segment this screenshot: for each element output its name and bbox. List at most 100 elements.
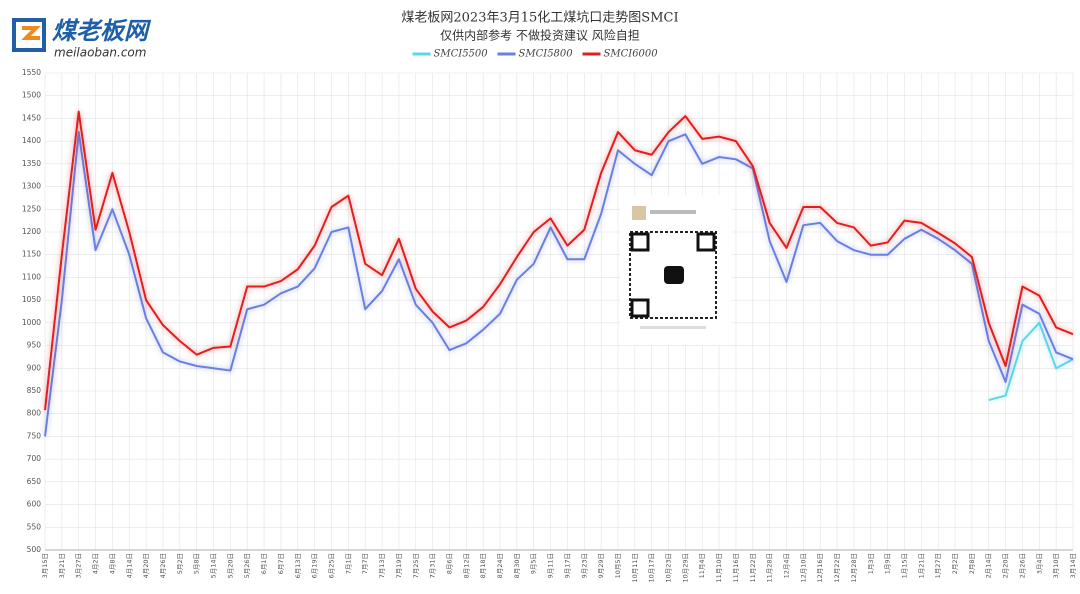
y-tick-label: 1300 bbox=[22, 182, 41, 191]
qr-finder bbox=[630, 298, 650, 318]
x-tick-label: 3月27日 bbox=[75, 553, 83, 578]
x-tick-label: 2月26日 bbox=[1018, 553, 1026, 578]
x-tick-label: 7月13日 bbox=[378, 553, 386, 578]
y-tick-label: 950 bbox=[27, 341, 42, 350]
y-tick-label: 1050 bbox=[22, 295, 41, 304]
chart-title: 煤老板网2023年3月15化工煤坑口走势图SMCI bbox=[401, 10, 678, 26]
x-tick-label: 6月19日 bbox=[311, 553, 319, 578]
x-tick-label: 1月9日 bbox=[884, 553, 892, 574]
series-line bbox=[44, 131, 1074, 437]
x-tick-label: 8月24日 bbox=[496, 553, 504, 578]
x-tick-label: 3月10日 bbox=[1052, 553, 1060, 578]
x-tick-label: 9月17日 bbox=[563, 553, 571, 578]
y-tick-label: 1400 bbox=[22, 136, 41, 145]
x-tick-label: 12月10日 bbox=[799, 553, 807, 583]
y-tick-label: 850 bbox=[27, 386, 42, 395]
chart-subtitle: 仅供内部参考 不做投资建议 风险自担 bbox=[440, 28, 640, 43]
x-tick-label: 7月25日 bbox=[412, 553, 420, 578]
x-tick-label: 11月16日 bbox=[732, 553, 740, 583]
legend-label: SMCI5500 bbox=[434, 49, 489, 60]
x-tick-label: 5月14日 bbox=[210, 553, 218, 578]
logo-icon-mark bbox=[21, 26, 41, 40]
x-tick-label: 7月1日 bbox=[344, 553, 352, 574]
y-tick-label: 1450 bbox=[22, 113, 41, 122]
x-tick-label: 10月11日 bbox=[631, 553, 639, 583]
logo-name: 煤老板网 bbox=[52, 17, 152, 45]
qr-caption bbox=[650, 210, 696, 214]
y-tick-label: 1000 bbox=[22, 318, 41, 327]
legend-label: SMCI6000 bbox=[604, 49, 659, 60]
x-tick-label: 6月7日 bbox=[277, 553, 285, 574]
x-tick-label: 6月1日 bbox=[260, 553, 268, 574]
x-tick-label: 7月19日 bbox=[395, 553, 403, 578]
x-tick-label: 11月4日 bbox=[698, 553, 706, 578]
qr-center bbox=[664, 266, 684, 284]
x-tick-label: 2月2日 bbox=[951, 553, 959, 574]
x-tick-label: 12月28日 bbox=[850, 553, 858, 583]
x-tick-label: 2月8日 bbox=[968, 553, 976, 574]
plot-area: 500 550 600 650 700 750 800 850 900 950 1000 1050 11… bbox=[22, 68, 1077, 583]
x-tick-label: 7月31日 bbox=[429, 553, 437, 578]
qr-footer bbox=[640, 326, 706, 329]
x-tick-label: 2月20日 bbox=[1002, 553, 1010, 578]
y-tick-label: 500 bbox=[27, 545, 42, 554]
y-tick-label: 1350 bbox=[22, 159, 41, 168]
y-tick-label: 1250 bbox=[22, 204, 41, 213]
y-tick-label: 1150 bbox=[22, 250, 41, 259]
y-tick-label: 750 bbox=[27, 431, 42, 440]
x-tick-label: 12月22日 bbox=[833, 553, 841, 583]
x-tick-label: 12月16日 bbox=[816, 553, 824, 583]
y-tick-label: 650 bbox=[27, 477, 42, 486]
logo-icon bbox=[12, 18, 46, 52]
x-tick-label: 10月17日 bbox=[648, 553, 656, 583]
x-tick-label: 9月5日 bbox=[530, 553, 538, 574]
qr-finder bbox=[630, 232, 650, 252]
x-tick-label: 8月12日 bbox=[462, 553, 470, 578]
y-tick-label: 1500 bbox=[22, 91, 41, 100]
x-tick-label: 4月8日 bbox=[108, 553, 116, 574]
x-tick-label: 10月5日 bbox=[614, 553, 622, 578]
x-tick-label: 11月10日 bbox=[715, 553, 723, 583]
y-tick-label: 700 bbox=[27, 454, 42, 463]
x-tick-label: 3月15日 bbox=[41, 553, 49, 578]
y-tick-label: 900 bbox=[27, 363, 42, 372]
x-tick-label: 5月8日 bbox=[193, 553, 201, 574]
x-tick-label: 12月4日 bbox=[783, 553, 791, 578]
y-tick-label: 1200 bbox=[22, 227, 41, 236]
series-line bbox=[988, 321, 1074, 402]
x-tick-label: 9月11日 bbox=[547, 553, 555, 578]
x-tick-label: 4月26日 bbox=[159, 553, 167, 578]
x-tick-label: 4月14日 bbox=[125, 553, 133, 578]
x-tick-label: 11月22日 bbox=[749, 553, 757, 583]
x-tick-label: 8月18日 bbox=[479, 553, 487, 578]
x-tick-label: 3月4日 bbox=[1035, 553, 1043, 574]
legend-label: SMCI5800 bbox=[519, 49, 574, 60]
x-tick-label: 1月15日 bbox=[900, 553, 908, 578]
y-tick-label: 1550 bbox=[22, 68, 41, 77]
x-tick-label: 5月26日 bbox=[243, 553, 251, 578]
x-tick-label: 1月27日 bbox=[934, 553, 942, 578]
series-line bbox=[44, 110, 1074, 411]
x-tick-label: 1月21日 bbox=[917, 553, 925, 578]
x-tick-label: 7月7日 bbox=[361, 553, 369, 574]
x-tick-label: 5月20日 bbox=[226, 553, 234, 578]
x-tick-label: 9月23日 bbox=[580, 553, 588, 578]
x-tick-label: 6月25日 bbox=[327, 553, 335, 578]
x-tick-label: 5月2日 bbox=[176, 553, 184, 574]
logo-url: meilaoban.com bbox=[54, 46, 146, 60]
x-tick-label: 11月28日 bbox=[766, 553, 774, 583]
logo: 煤老板网 meilaoban.com bbox=[12, 17, 152, 60]
x-tick-label: 3月21日 bbox=[58, 553, 66, 578]
legend: SMCI5500 SMCI5800 SMCI6000 bbox=[412, 49, 659, 60]
x-tick-label: 4月20日 bbox=[142, 553, 150, 578]
x-tick-label: 2月14日 bbox=[985, 553, 993, 578]
x-tick-label: 6月13日 bbox=[294, 553, 302, 578]
qr-finder bbox=[696, 232, 716, 252]
y-tick-label: 600 bbox=[27, 500, 42, 509]
x-tick-label: 10月29日 bbox=[681, 553, 689, 583]
y-tick-label: 550 bbox=[27, 522, 42, 531]
x-tick-label: 4月2日 bbox=[92, 553, 100, 574]
qr-overlay bbox=[620, 195, 732, 345]
x-tick-label: 1月3日 bbox=[867, 553, 875, 574]
